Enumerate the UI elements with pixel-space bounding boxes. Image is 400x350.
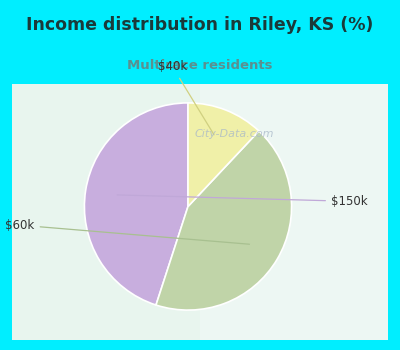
Text: $40k: $40k bbox=[158, 60, 214, 135]
Text: City-Data.com: City-Data.com bbox=[195, 129, 274, 139]
Wedge shape bbox=[156, 131, 292, 310]
Wedge shape bbox=[84, 103, 188, 305]
Text: $60k: $60k bbox=[6, 219, 250, 244]
Text: Multirace residents: Multirace residents bbox=[127, 59, 273, 72]
FancyBboxPatch shape bbox=[200, 84, 388, 340]
Text: Income distribution in Riley, KS (%): Income distribution in Riley, KS (%) bbox=[26, 16, 374, 34]
Wedge shape bbox=[188, 103, 259, 206]
Text: $150k: $150k bbox=[117, 195, 368, 208]
